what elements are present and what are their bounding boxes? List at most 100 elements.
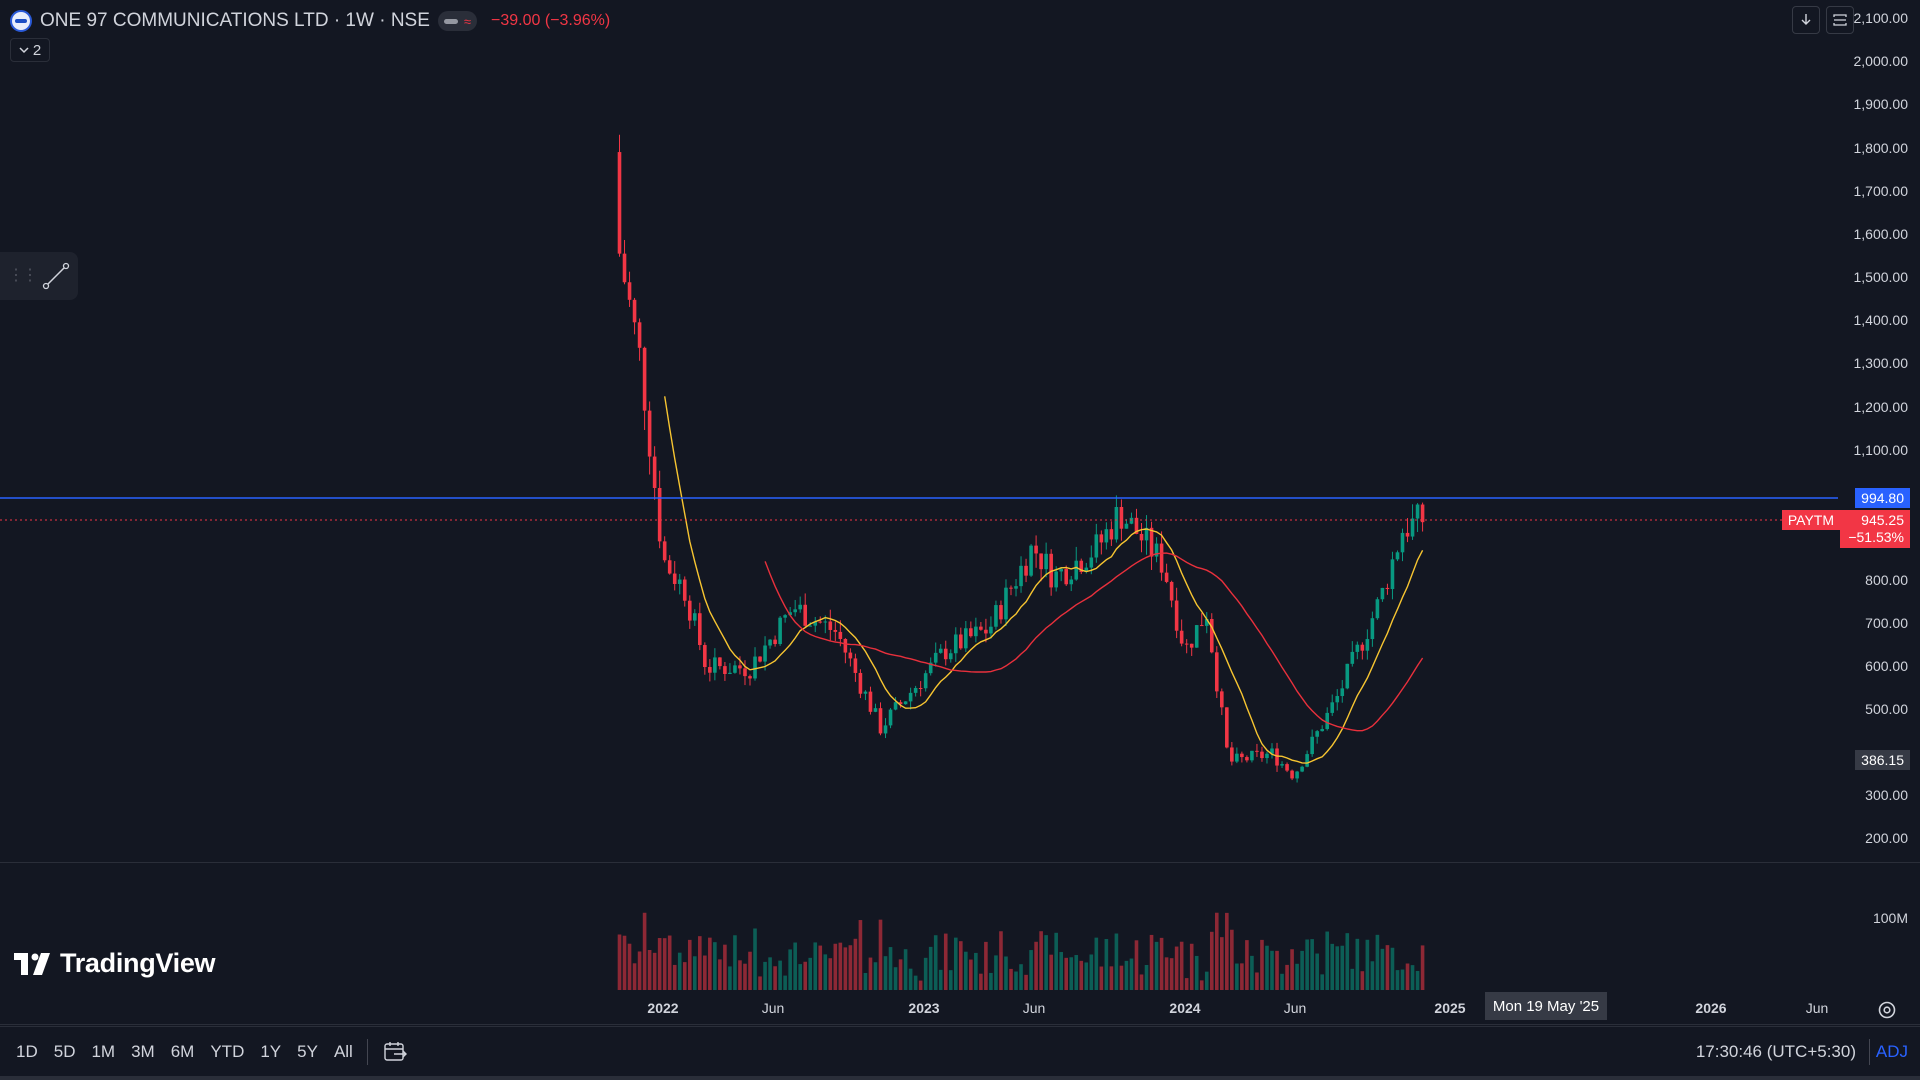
legend-status-pills[interactable]: ≈: [437, 11, 478, 31]
volume-bar: [637, 951, 642, 990]
candle-body: [1174, 600, 1179, 631]
settings-icon[interactable]: [1876, 999, 1898, 1021]
moving-average-fast: [664, 396, 1424, 764]
candle-layer: [617, 134, 1425, 783]
candle-body: [1044, 553, 1048, 570]
candle-body: [647, 410, 652, 457]
candle-body: [1069, 579, 1074, 585]
tradingview-logo[interactable]: TradingView: [14, 948, 216, 979]
candle-body: [723, 666, 727, 675]
timeframe-button[interactable]: All: [333, 1041, 353, 1061]
candle-body: [758, 656, 762, 662]
indicators-collapse-button[interactable]: 2: [10, 38, 50, 62]
crosshair-date-tag: Mon 19 May '25: [1485, 992, 1607, 1020]
candle-body: [1235, 753, 1239, 762]
candle-body: [667, 560, 672, 574]
candle-body: [798, 604, 802, 610]
crosshair-price: 386.15: [1861, 752, 1904, 768]
timeframe-button[interactable]: 1M: [91, 1041, 116, 1061]
volume-bar: [647, 949, 652, 990]
candle-body: [1109, 529, 1114, 540]
price-chart-canvas[interactable]: [0, 0, 1920, 1024]
trend-line-icon: [42, 262, 70, 290]
timeframe-button[interactable]: 3M: [131, 1041, 155, 1061]
date-range-button[interactable]: [374, 1037, 416, 1067]
clock-timezone[interactable]: 17:30:46 (UTC+5:30): [1695, 1041, 1856, 1061]
volume-bar: [974, 952, 978, 990]
timeframe-button[interactable]: 5Y: [297, 1041, 318, 1061]
download-button[interactable]: [1792, 6, 1820, 34]
candle-body: [848, 652, 853, 659]
time-axis-label: Jun: [1022, 1000, 1046, 1016]
price-axis-label: 1,700.00: [1853, 183, 1909, 199]
candle-body: [984, 629, 988, 634]
volume-bar: [687, 939, 692, 990]
toolbar-divider: [1869, 1038, 1870, 1065]
candle-body: [1079, 560, 1084, 573]
time-axis-label: 2022: [647, 1000, 679, 1016]
volume-bar: [1330, 943, 1335, 990]
candle-body: [1134, 517, 1139, 534]
candle-body: [1255, 750, 1259, 752]
candle-body: [1149, 527, 1154, 557]
candle-body: [1420, 504, 1425, 523]
volume-bar: [1149, 934, 1154, 990]
fullscreen-button[interactable]: [1826, 6, 1854, 34]
candle-body: [813, 621, 818, 626]
candle-body: [938, 648, 943, 653]
volume-bar: [863, 972, 868, 990]
candle-body: [793, 609, 797, 613]
last-change-percent: −51.53%: [1848, 529, 1904, 545]
volume-bar: [1305, 939, 1309, 990]
timeframe-button[interactable]: 1D: [16, 1041, 38, 1061]
candle-body: [1400, 532, 1405, 553]
candle-body: [1305, 754, 1309, 767]
volume-bar: [1024, 974, 1028, 990]
candle-body: [1194, 625, 1199, 648]
candle-body: [627, 282, 632, 300]
candle-body: [773, 639, 777, 645]
candle-body: [1119, 507, 1124, 529]
candle-body: [1385, 587, 1390, 590]
candle-body: [1019, 565, 1023, 587]
volume-bar: [1240, 963, 1244, 990]
timeframe-button[interactable]: 5D: [53, 1041, 76, 1061]
candle-body: [943, 648, 948, 660]
price-axis-label: 1,100.00: [1853, 442, 1909, 458]
timeframe-button[interactable]: YTD: [210, 1041, 245, 1061]
volume-bar: [1340, 945, 1345, 990]
candle-body: [1365, 639, 1370, 651]
candle-body: [858, 672, 863, 694]
candle-body: [1059, 569, 1063, 572]
candle-body: [778, 617, 782, 645]
candle-body: [913, 688, 918, 693]
symbol-title[interactable]: ONE 97 COMMUNICATIONS LTD · 1W · NSE: [40, 10, 430, 31]
volume-bar: [1220, 937, 1224, 990]
candle-body: [974, 626, 978, 637]
volume-bar: [1410, 965, 1415, 990]
volume-bar: [818, 945, 823, 990]
timeframe-button[interactable]: 1Y: [260, 1041, 282, 1061]
trend-line-tool-button[interactable]: [40, 260, 72, 292]
timeframe-button[interactable]: 6M: [170, 1041, 195, 1061]
adjust-data-toggle[interactable]: ADJ: [1875, 1041, 1908, 1061]
volume-bar: [1099, 966, 1104, 990]
volume-pane-separator[interactable]: [0, 862, 1920, 863]
volume-bar: [1169, 958, 1174, 990]
volume-bar: [1355, 938, 1360, 990]
candle-body: [733, 665, 737, 673]
volume-bar: [1360, 971, 1365, 990]
volume-bar: [1345, 933, 1350, 990]
price-axis-label: 500.00: [1865, 701, 1908, 717]
candle-body: [1275, 748, 1279, 766]
volume-bar: [1049, 954, 1053, 990]
candle-body: [1380, 587, 1385, 600]
volume-bar: [1094, 937, 1099, 990]
volume-bar: [768, 957, 772, 990]
candle-body: [1034, 545, 1038, 554]
volume-bar: [1380, 948, 1385, 990]
candle-body: [1199, 625, 1204, 627]
volume-bar: [1199, 980, 1204, 990]
drag-handle-icon[interactable]: ⋮⋮: [8, 267, 38, 284]
